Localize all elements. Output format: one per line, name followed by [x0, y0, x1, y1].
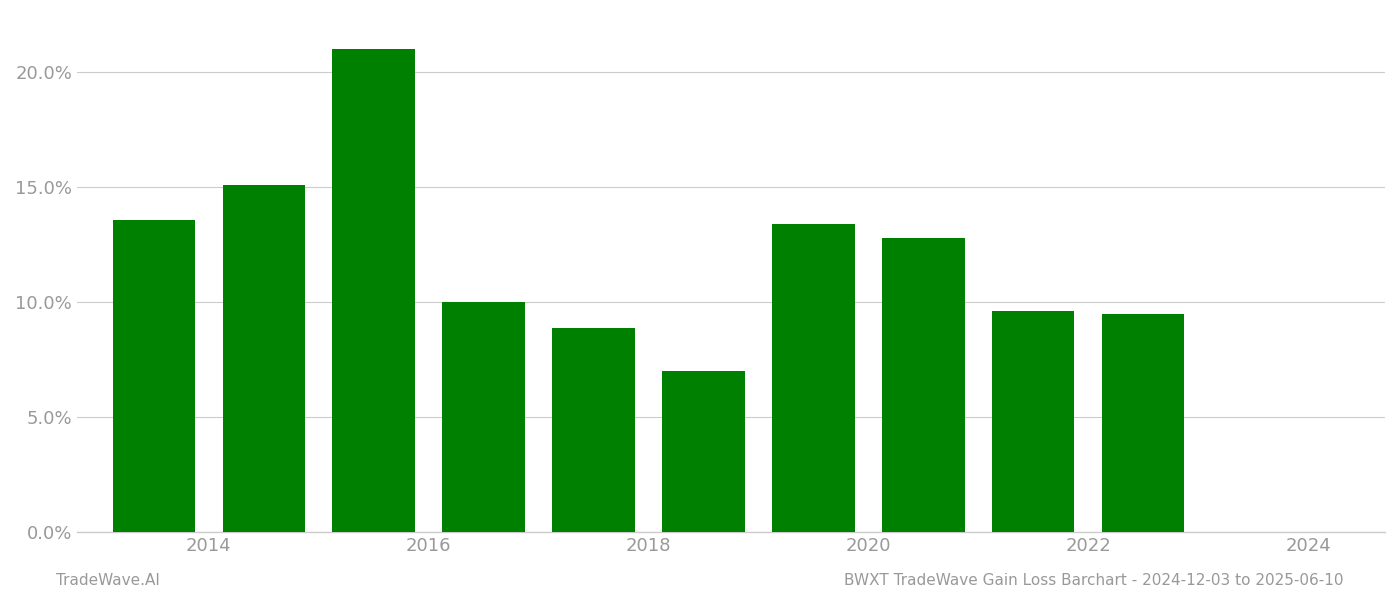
Bar [112, 220, 195, 532]
Bar [1102, 314, 1184, 532]
Text: TradeWave.AI: TradeWave.AI [56, 573, 160, 588]
Bar [552, 328, 634, 532]
Bar [442, 302, 525, 532]
Bar [993, 311, 1074, 532]
Bar [662, 371, 745, 532]
Bar [223, 185, 305, 532]
Bar [882, 238, 965, 532]
Bar [332, 49, 414, 532]
Text: BWXT TradeWave Gain Loss Barchart - 2024-12-03 to 2025-06-10: BWXT TradeWave Gain Loss Barchart - 2024… [844, 573, 1344, 588]
Bar [773, 224, 854, 532]
